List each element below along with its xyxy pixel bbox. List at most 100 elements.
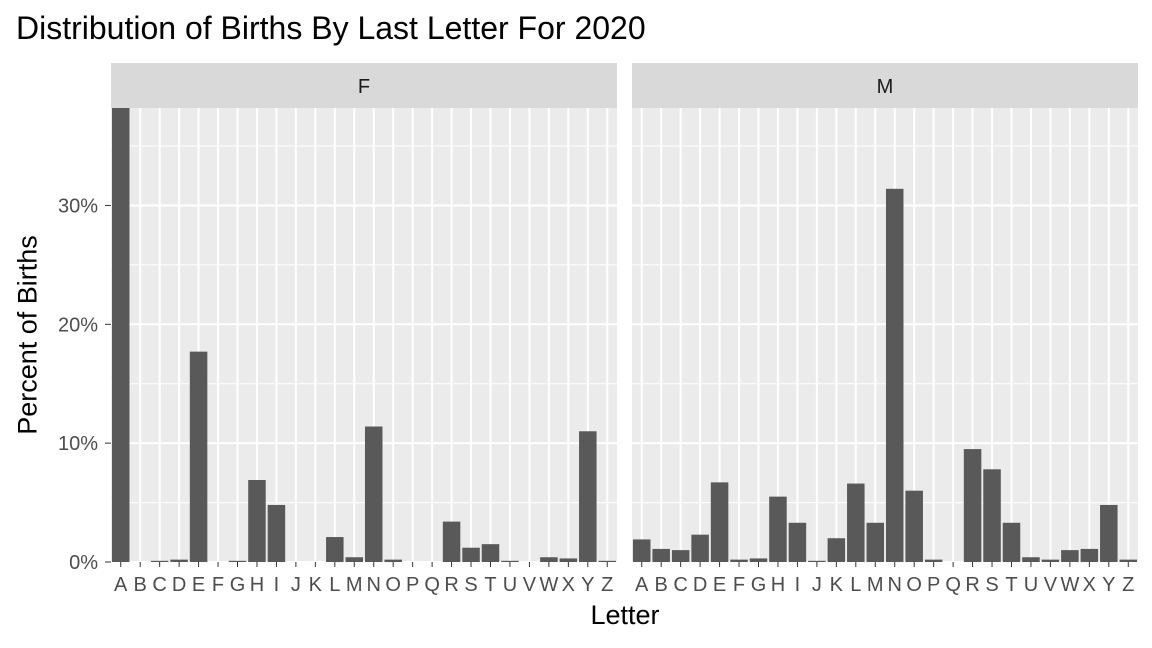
x-tick-label: A [635, 574, 649, 596]
bar [808, 560, 826, 562]
x-tick-label: K [830, 574, 844, 596]
x-tick-label: H [250, 574, 264, 596]
x-tick-label: U [1024, 574, 1038, 596]
bar [189, 351, 208, 562]
x-tick-label: R [444, 574, 458, 596]
bar [1119, 559, 1138, 562]
x-tick-label: E [713, 574, 726, 596]
x-tick-label: I [795, 574, 801, 596]
bar [885, 188, 904, 562]
x-tick-label: Y [1102, 574, 1115, 596]
bar [267, 504, 286, 562]
bar [671, 550, 690, 562]
bar [481, 544, 500, 562]
x-tick-label: F [212, 574, 224, 596]
x-tick-label: F [733, 574, 745, 596]
x-tick-label: N [888, 574, 902, 596]
bar [632, 539, 651, 562]
bar [501, 560, 519, 562]
bar [827, 538, 846, 562]
bar [1041, 559, 1060, 562]
x-tick-label: Z [601, 574, 613, 596]
x-tick-label: V [1044, 574, 1058, 596]
bar [788, 522, 807, 562]
bar [579, 431, 597, 562]
y-tick-label: 30% [58, 195, 98, 217]
bar [150, 560, 169, 562]
x-tick-label: Q [945, 574, 961, 596]
x-tick-label: K [309, 574, 323, 596]
bar [710, 482, 729, 562]
bar [652, 548, 670, 562]
x-tick-label: W [539, 574, 558, 596]
x-axis-label: Letter [590, 600, 660, 630]
bar [847, 483, 865, 562]
y-tick-label: 20% [58, 314, 98, 336]
panel-background [632, 108, 1138, 562]
bar [1061, 550, 1079, 562]
x-tick-label: S [464, 574, 477, 596]
x-tick-label: B [655, 574, 668, 596]
bar [345, 557, 364, 562]
x-tick-label: W [1060, 574, 1079, 596]
bar [442, 521, 461, 562]
x-tick-label: H [771, 574, 785, 596]
x-tick-label: P [927, 574, 940, 596]
x-tick-label: X [1083, 574, 1096, 596]
facet-strip [111, 63, 617, 108]
x-tick-label: G [230, 574, 246, 596]
chart-title: Distribution of Births By Last Letter Fo… [16, 10, 646, 46]
facet-strip-label: M [877, 76, 894, 98]
x-tick-label: D [693, 574, 707, 596]
x-tick-label: S [985, 574, 998, 596]
bar [228, 560, 247, 562]
x-tick-label: U [503, 574, 517, 596]
panel-background [111, 108, 617, 562]
x-tick-label: J [812, 574, 822, 596]
x-tick-label: V [523, 574, 537, 596]
bar [905, 490, 923, 562]
x-tick-label: L [329, 574, 340, 596]
x-tick-label: R [965, 574, 979, 596]
y-tick-label: 0% [69, 552, 98, 574]
y-tick-label: 10% [58, 433, 98, 455]
bar [540, 557, 558, 562]
x-tick-label: O [385, 574, 401, 596]
x-tick-label: M [346, 574, 363, 596]
bar [924, 559, 943, 562]
bar [983, 469, 1001, 562]
bar [730, 559, 748, 562]
bar [248, 479, 266, 562]
x-tick-label: A [114, 574, 128, 596]
x-tick-label: M [867, 574, 884, 596]
bar [769, 496, 787, 562]
bar [1100, 504, 1118, 562]
x-tick-label: X [562, 574, 575, 596]
x-tick-label: Y [581, 574, 594, 596]
x-tick-label: P [406, 574, 419, 596]
x-tick-label: D [172, 574, 186, 596]
facet-strip [632, 63, 1138, 108]
x-tick-label: C [152, 574, 166, 596]
x-tick-label: Z [1122, 574, 1134, 596]
bar [559, 558, 578, 562]
bar [691, 534, 709, 562]
bar [364, 426, 383, 562]
x-tick-label: J [291, 574, 301, 596]
bar [963, 449, 982, 562]
x-tick-label: I [274, 574, 280, 596]
bar [1080, 548, 1099, 562]
bar [170, 559, 188, 562]
x-tick-label: L [850, 574, 861, 596]
x-tick-label: Q [424, 574, 440, 596]
bar [866, 522, 885, 562]
facet-strip-label: F [358, 76, 370, 98]
bar [749, 558, 768, 562]
bar [1002, 522, 1021, 562]
x-tick-label: E [192, 574, 205, 596]
x-tick-label: T [484, 574, 496, 596]
bar [326, 537, 344, 562]
bar [1022, 557, 1040, 562]
x-tick-label: C [673, 574, 687, 596]
